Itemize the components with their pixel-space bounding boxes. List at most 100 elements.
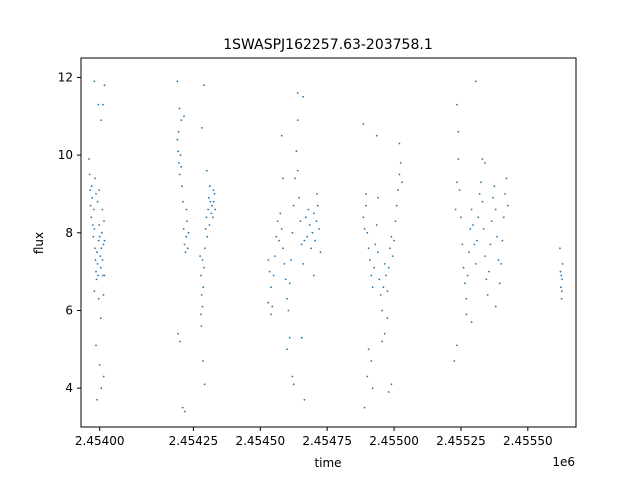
data-point [182,200,184,203]
data-point [469,228,472,230]
data-point [205,216,208,219]
data-point [93,80,96,83]
data-point [496,235,498,238]
data-point [484,162,486,164]
data-point [458,189,461,192]
data-point [295,150,298,153]
data-point [291,375,294,378]
data-point [505,177,508,180]
data-point [296,169,299,172]
data-point [208,185,211,188]
data-point [98,224,101,226]
data-point [96,398,98,401]
data-point [302,263,304,265]
data-point [284,278,287,281]
data-point [370,274,373,277]
data-point [370,360,373,362]
data-point [201,259,204,261]
data-point [382,286,385,289]
data-point [490,220,493,223]
data-point [560,274,563,277]
data-point [278,239,280,242]
data-point [480,181,482,184]
data-point [561,263,564,265]
data-point [319,251,322,254]
data-point [178,173,181,176]
data-point [303,239,306,242]
data-point [200,325,203,327]
data-point [474,80,477,83]
data-point [201,305,204,308]
data-point [477,216,480,219]
data-point [206,235,209,238]
data-point [398,173,401,176]
data-point [560,290,563,292]
data-point [183,410,186,413]
data-point [202,360,204,362]
data-point [211,204,214,207]
data-point [267,259,270,261]
data-point [366,375,369,378]
data-point [282,177,284,180]
data-point [296,92,299,94]
data-point [470,208,473,211]
x-tick-label: 2.45525 [436,434,486,448]
data-point [363,406,366,409]
data-point [401,181,403,184]
data-point [288,336,291,339]
data-point [103,220,105,223]
data-point [485,278,488,281]
data-point [95,344,97,347]
data-point [488,270,490,273]
data-point [476,239,478,242]
data-point [185,208,188,211]
data-point [272,274,275,277]
data-point [91,224,94,226]
data-point [389,247,391,250]
data-point [286,297,288,300]
data-point [179,154,182,157]
data-point [501,239,504,242]
data-point [271,305,274,308]
x-axis-offset-label: 1e6 [552,455,575,469]
data-point [310,247,312,250]
data-point [484,255,486,257]
data-point [470,321,473,323]
data-point [176,80,179,83]
data-point [385,274,387,277]
data-point [103,84,106,87]
data-point [292,204,295,207]
data-point [559,270,562,273]
data-point [99,255,102,257]
data-point [89,189,91,192]
data-point [202,286,205,289]
data-point [103,274,106,277]
data-point [454,208,457,211]
data-point [298,196,300,199]
data-point [312,212,315,215]
data-point [97,274,99,277]
x-axis-label: time [314,456,341,470]
data-point [494,208,497,211]
data-point [379,294,382,296]
plot-frame [80,57,577,428]
chart-title: 1SWASPJ162257.63-203758.1 [223,37,432,53]
data-point [199,255,202,257]
data-point [478,193,481,195]
data-point [92,208,95,211]
data-point [383,263,386,265]
data-point [378,278,381,281]
data-point [187,231,190,234]
data-point [374,243,377,246]
data-point [318,228,320,230]
x-tick-label: 2.45425 [169,434,219,448]
data-point [306,235,308,238]
data-point [184,251,187,254]
data-point [500,263,502,265]
data-point [311,231,314,234]
data-point [482,228,485,230]
data-point [101,231,103,234]
data-point [177,130,180,133]
